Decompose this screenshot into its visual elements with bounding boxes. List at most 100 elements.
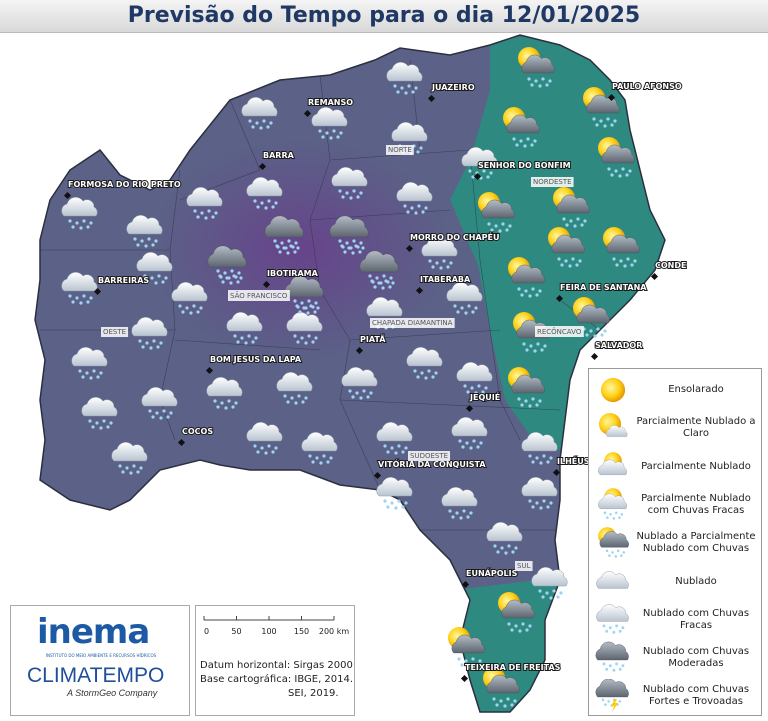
region-box	[228, 290, 290, 301]
datum-text: Base cartográfica: IBGE, 2014.	[200, 674, 354, 685]
city-marker	[555, 294, 564, 303]
city-marker	[63, 191, 72, 200]
title-bar: Previsão do Tempo para o dia 12/01/2025	[0, 0, 768, 33]
city-marker	[607, 93, 616, 102]
scale-label: 200 km	[319, 627, 349, 636]
legend-icon	[596, 604, 629, 634]
city-marker	[465, 404, 474, 413]
legend-item: Nublado	[589, 563, 761, 601]
city-label: REMANSO	[308, 98, 353, 107]
region-label: NORTE	[388, 146, 412, 154]
scale-label: 50	[231, 627, 241, 636]
region-box	[370, 318, 455, 328]
legend-label: Parcialmente Nublado a Claro	[636, 416, 756, 440]
city-label: PAULO AFONSO	[612, 82, 682, 91]
title: Previsão do Tempo para o dia 12/01/2025	[127, 3, 641, 28]
scale-bar: 0 50 100 150 200 km	[203, 616, 349, 636]
legend-label: Parcialmente Nublado	[641, 460, 751, 472]
city-label: VITÓRIA DA CONQUISTA	[378, 458, 486, 469]
region-label: OESTE	[103, 328, 126, 336]
region-label: RECÔNCAVO	[537, 327, 582, 336]
legend-label: Nublado com Chuvas Moderadas	[642, 646, 750, 670]
city-marker	[650, 272, 659, 281]
city-label: JEQUIÉ	[469, 391, 500, 402]
city-marker	[590, 352, 599, 361]
city-label: COCOS	[182, 427, 213, 436]
city-marker	[473, 172, 482, 181]
datum-text: SEI, 2019.	[288, 688, 339, 699]
legend-item: Parcialmente Nublado a Claro	[589, 409, 761, 447]
city-marker	[405, 244, 414, 253]
city-marker	[415, 286, 424, 295]
labels: FORMOSA DO RIO PRETO BARREIRAS REMANSO BARR…	[63, 81, 687, 683]
region-label: CHAPADA DIAMANTINA	[372, 319, 453, 327]
city-label: SENHOR DO BONFIM	[478, 161, 571, 170]
city-label: ILHÉUS	[557, 455, 590, 466]
climatempo-subtitle: A StormGeo Company	[67, 688, 158, 698]
legend-item: Nublado com Chuvas Fracas	[589, 601, 761, 639]
city-label: BARREIRAS	[98, 276, 149, 285]
legend-item: Parcialmente Nublado com Chuvas Fracas	[589, 486, 761, 524]
city-label: PIATÃ	[360, 334, 386, 344]
city-marker	[461, 580, 470, 589]
city-marker	[303, 109, 312, 118]
city-marker	[258, 162, 267, 171]
city-label: FEIRA DE SANTANA	[560, 283, 647, 292]
city-marker	[552, 468, 561, 477]
inema-logo: inema	[37, 612, 150, 652]
legend-label: Nublado com Chuvas Fortes e Trovoadas	[642, 684, 750, 708]
legend-item: Parcialmente Nublado	[589, 448, 761, 486]
legend-icon	[595, 679, 629, 713]
city-label: BARRA	[263, 151, 295, 160]
city-label: EUNÁPOLIS	[466, 567, 518, 578]
legend-item: Nublado com Chuvas Moderadas	[589, 639, 761, 677]
city-label: SALVADOR	[595, 341, 642, 350]
legend-label: Nublado com Chuvas Fracas	[642, 607, 750, 631]
legend-item: Nublado a Parcialmente Nublado com Chuva…	[589, 524, 761, 562]
scale-box: 0 50 100 150 200 km Datum horizontal: Sirgas…	[195, 605, 355, 716]
region-box	[101, 327, 129, 337]
city-label: FORMOSA DO RIO PRETO	[68, 180, 181, 189]
city-marker	[460, 674, 469, 683]
legend-icon	[598, 527, 629, 558]
region-box	[408, 451, 451, 461]
legend-label: Ensolarado	[668, 384, 724, 395]
legend-icon	[599, 413, 628, 438]
city-label: MORRO DO CHAPÉU	[410, 231, 499, 242]
city-marker	[93, 287, 102, 296]
city-label: BOM JESUS DA LAPA	[210, 355, 302, 364]
city-marker	[205, 366, 214, 375]
region-box	[531, 177, 574, 187]
city-marker	[262, 280, 271, 289]
city-marker	[373, 471, 382, 480]
region-label: SUDOESTE	[410, 452, 448, 460]
region-label: SUL	[517, 562, 531, 570]
legend-label: Nublado	[675, 575, 717, 587]
city-marker	[355, 346, 364, 355]
climatempo-logo: CLIMATEMPO	[27, 664, 165, 687]
legend-icon	[595, 641, 629, 672]
region-label: NORDESTE	[533, 178, 572, 186]
scale-label: 150	[294, 627, 309, 636]
city-label: ITABERABA	[420, 275, 471, 284]
region-label: SÃO FRANCISCO	[230, 291, 288, 300]
scale-label: 100	[261, 627, 276, 636]
logos: inema INSTITUTO DO MEIO AMBIENTE E RECUR…	[10, 605, 190, 716]
city-marker	[177, 438, 186, 447]
scale-label: 0	[204, 627, 209, 636]
region-box	[535, 326, 584, 337]
legend-item: Nublado com Chuvas Fortes e Trovoadas	[589, 677, 761, 715]
legend-item: Ensolarado	[589, 371, 761, 409]
city-marker	[427, 94, 436, 103]
legend-icon	[596, 570, 629, 589]
datum-text: Datum horizontal: Sirgas 2000	[200, 660, 353, 671]
legend-icon	[598, 488, 628, 520]
legend-icon	[598, 451, 628, 475]
city-label: CONDE	[655, 261, 686, 270]
inema-subtitle: INSTITUTO DO MEIO AMBIENTE E RECURSOS HÍ…	[45, 653, 157, 658]
legend-label: Nublado a Parcialmente Nublado com Chuva…	[636, 531, 756, 555]
legend-icon	[600, 377, 626, 403]
region-box	[515, 561, 533, 571]
